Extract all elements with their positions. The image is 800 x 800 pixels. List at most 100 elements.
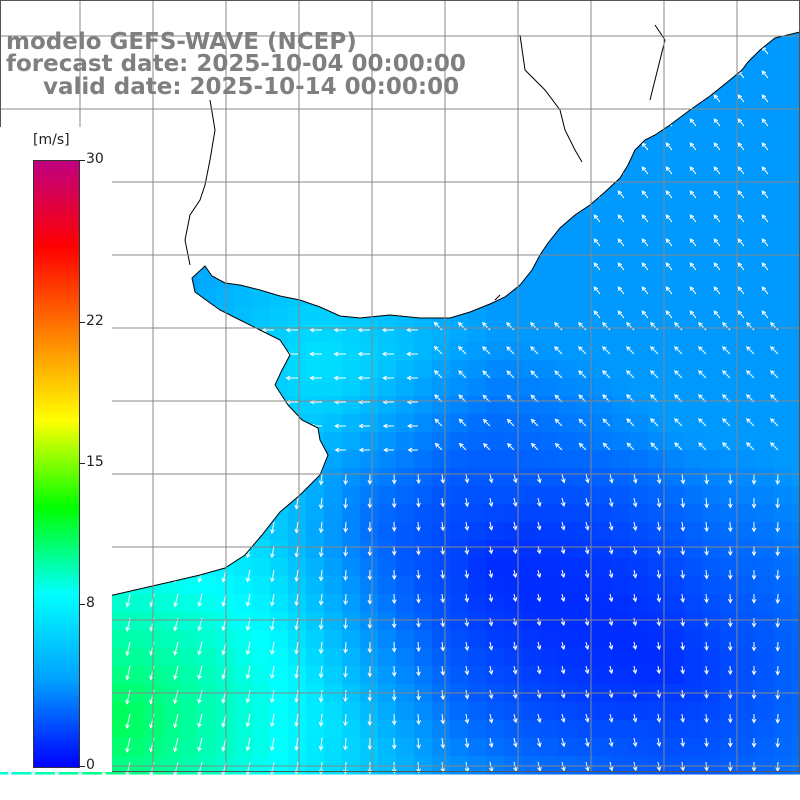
field-cell xyxy=(774,144,793,163)
field-cell xyxy=(198,594,217,613)
field-cell xyxy=(342,432,361,451)
field-cell xyxy=(738,396,757,415)
field-cell xyxy=(738,666,757,685)
wind-arrow xyxy=(294,545,300,558)
field-cell xyxy=(468,342,487,361)
field-cell xyxy=(702,252,721,271)
field-cell xyxy=(702,666,721,685)
field-cell xyxy=(648,306,667,325)
field-cell xyxy=(360,576,379,595)
field-cell xyxy=(288,324,307,343)
wind-arrow xyxy=(665,286,673,295)
wind-arrow xyxy=(584,617,590,627)
field-cell xyxy=(450,360,469,379)
field-cell xyxy=(648,432,667,451)
field-cell xyxy=(720,558,739,577)
field-cell xyxy=(774,36,793,55)
wind-arrow xyxy=(737,262,745,271)
field-cell xyxy=(702,216,721,235)
field-cell xyxy=(450,324,469,343)
wind-arrow xyxy=(722,418,731,427)
field-cell xyxy=(720,468,739,487)
field-cell xyxy=(540,486,559,505)
field-cell xyxy=(720,702,739,721)
field-cell xyxy=(612,198,631,217)
wind-arrow xyxy=(309,375,322,381)
wind-arrow xyxy=(560,521,566,531)
wind-arrow xyxy=(343,641,348,654)
wind-arrow xyxy=(751,522,757,533)
field-cell xyxy=(522,288,541,307)
wind-arrow xyxy=(464,641,470,652)
field-cell xyxy=(540,288,559,307)
wind-arrow xyxy=(197,689,203,704)
field-cell xyxy=(450,414,469,433)
field-cell xyxy=(468,414,487,433)
field-cell xyxy=(774,504,793,523)
field-cell xyxy=(702,468,721,487)
wind-arrow xyxy=(197,593,203,608)
field-cell xyxy=(360,342,379,361)
wind-arrow xyxy=(221,713,227,728)
field-cell xyxy=(522,396,541,415)
wind-arrow xyxy=(560,497,566,508)
field-cell xyxy=(414,504,433,523)
field-cell xyxy=(756,342,775,361)
wind-arrow xyxy=(536,497,542,508)
colorbar-unit: [m/s] xyxy=(33,132,70,148)
field-cell xyxy=(468,576,487,595)
field-cell xyxy=(702,108,721,127)
field-cell xyxy=(792,414,800,433)
wind-arrow xyxy=(578,370,587,379)
field-cell xyxy=(522,558,541,577)
field-cell xyxy=(666,486,685,505)
field-cell xyxy=(486,612,505,631)
wind-arrow xyxy=(632,665,638,675)
field-cell xyxy=(108,720,127,739)
field-cell xyxy=(702,504,721,523)
field-cell xyxy=(630,414,649,433)
wind-arrow xyxy=(713,262,721,271)
field-cell xyxy=(468,558,487,577)
field-cell xyxy=(414,594,433,613)
field-cell xyxy=(558,720,577,739)
wind-arrow xyxy=(704,713,709,724)
field-cell xyxy=(666,648,685,667)
field-cell xyxy=(612,270,631,289)
field-cell xyxy=(684,180,703,199)
field-cell xyxy=(666,468,685,487)
wind-arrow xyxy=(343,689,348,703)
field-cell xyxy=(540,378,559,397)
wind-arrow xyxy=(626,346,635,355)
wind-arrow xyxy=(440,473,446,484)
wind-arrow xyxy=(125,689,131,705)
field-cell xyxy=(684,198,703,217)
field-cell xyxy=(126,702,145,721)
wind-arrow xyxy=(406,327,418,333)
field-cell xyxy=(648,414,667,433)
field-cell xyxy=(558,378,577,397)
field-cell xyxy=(576,756,595,775)
field-cell xyxy=(756,216,775,235)
wind-arrow xyxy=(269,641,275,656)
field-cell xyxy=(270,576,289,595)
field-cell xyxy=(432,594,451,613)
field-cell xyxy=(342,702,361,721)
wind-arrow xyxy=(506,442,515,451)
field-cell xyxy=(720,306,739,325)
field-cell xyxy=(486,450,505,469)
field-cell xyxy=(594,630,613,649)
field-cell xyxy=(450,666,469,685)
field-cell xyxy=(432,648,451,667)
field-cell xyxy=(468,378,487,397)
field-cell xyxy=(792,576,800,595)
wind-arrow xyxy=(656,497,662,508)
wind-arrow xyxy=(674,442,683,451)
wind-arrow xyxy=(593,238,601,247)
wind-arrow xyxy=(617,310,625,319)
field-cell xyxy=(306,360,325,379)
field-cell xyxy=(504,576,523,595)
wind-arrow xyxy=(488,689,494,700)
field-cell xyxy=(396,324,415,343)
field-cell xyxy=(252,594,271,613)
